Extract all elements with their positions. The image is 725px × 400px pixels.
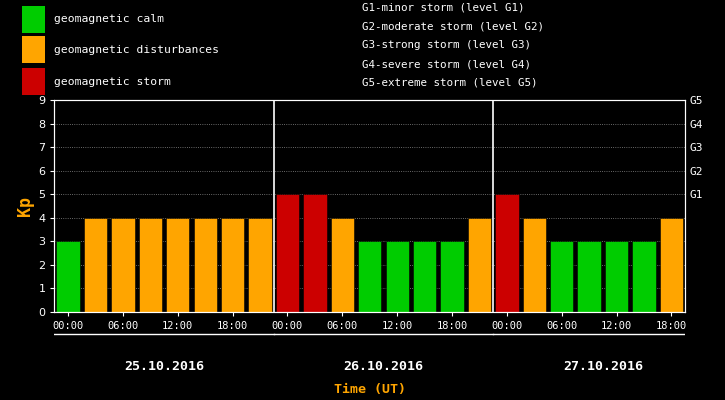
Bar xyxy=(523,218,546,312)
Bar xyxy=(22,68,45,95)
Bar xyxy=(166,218,189,312)
Y-axis label: Kp: Kp xyxy=(16,196,34,216)
Text: 26.10.2016: 26.10.2016 xyxy=(344,360,423,373)
Bar xyxy=(221,218,244,312)
Bar xyxy=(57,241,80,312)
Bar xyxy=(22,36,45,63)
Text: geomagnetic calm: geomagnetic calm xyxy=(54,14,164,24)
Bar xyxy=(111,218,135,312)
Text: G2-moderate storm (level G2): G2-moderate storm (level G2) xyxy=(362,22,544,32)
Bar xyxy=(440,241,464,312)
Bar xyxy=(276,194,299,312)
Bar xyxy=(22,6,45,33)
Bar xyxy=(249,218,272,312)
Bar xyxy=(550,241,573,312)
Text: geomagnetic disturbances: geomagnetic disturbances xyxy=(54,45,219,55)
Bar xyxy=(495,194,518,312)
Bar xyxy=(358,241,381,312)
Bar xyxy=(578,241,601,312)
Bar xyxy=(605,241,629,312)
Text: 27.10.2016: 27.10.2016 xyxy=(563,360,643,373)
Bar xyxy=(194,218,217,312)
Bar xyxy=(660,218,683,312)
Bar xyxy=(84,218,107,312)
Bar xyxy=(303,194,326,312)
Text: geomagnetic storm: geomagnetic storm xyxy=(54,77,170,87)
Bar xyxy=(386,241,409,312)
Text: Time (UT): Time (UT) xyxy=(334,382,406,396)
Text: G4-severe storm (level G4): G4-severe storm (level G4) xyxy=(362,59,531,69)
Text: G5-extreme storm (level G5): G5-extreme storm (level G5) xyxy=(362,78,538,88)
Bar xyxy=(138,218,162,312)
Bar xyxy=(632,241,655,312)
Text: G3-strong storm (level G3): G3-strong storm (level G3) xyxy=(362,40,531,50)
Bar xyxy=(468,218,491,312)
Bar xyxy=(413,241,436,312)
Text: 25.10.2016: 25.10.2016 xyxy=(124,360,204,373)
Text: G1-minor storm (level G1): G1-minor storm (level G1) xyxy=(362,3,525,13)
Bar xyxy=(331,218,354,312)
